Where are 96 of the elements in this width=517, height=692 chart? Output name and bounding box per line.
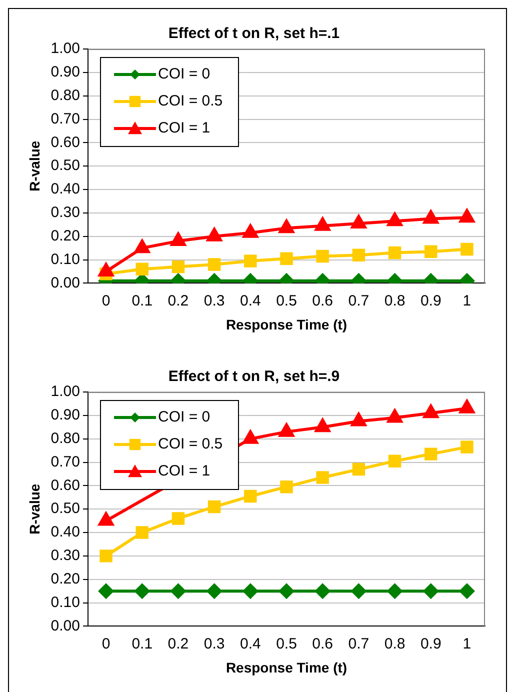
x-tick-label: 0.6	[312, 292, 334, 310]
x-tick-label: 0.2	[168, 292, 189, 310]
y-tick-label: 1.00	[50, 40, 80, 58]
x-tick-label: 0.6	[312, 635, 334, 652]
x-tick-label: 0.1	[132, 635, 153, 652]
point	[386, 211, 404, 226]
legend-label: COI = 0	[158, 66, 210, 83]
point	[350, 583, 367, 600]
point	[242, 428, 260, 444]
point	[352, 462, 366, 476]
point	[460, 440, 474, 454]
y-tick-label: 0.30	[50, 204, 80, 222]
point	[170, 583, 186, 600]
y-tick-label: 0.50	[50, 500, 80, 518]
y-tick-label: 0.40	[50, 180, 80, 198]
y-tick-label: 1.00	[50, 383, 80, 400]
y-tick-label: 0.00	[50, 274, 80, 292]
point	[242, 222, 260, 238]
point	[172, 512, 185, 525]
y-tick-label: 0.60	[50, 476, 80, 494]
point	[278, 583, 294, 600]
point	[316, 471, 329, 484]
point	[388, 454, 402, 468]
legend-label: COI = 1	[158, 462, 210, 480]
point	[458, 583, 475, 600]
point	[242, 583, 258, 600]
point	[350, 411, 368, 426]
point	[278, 218, 296, 234]
point	[244, 490, 257, 503]
x-tick-label: 0	[102, 635, 110, 652]
x-tick-label: 0	[102, 292, 110, 310]
point	[422, 208, 440, 224]
chart-title: Effect of t on R, set h=.9	[168, 368, 340, 386]
point	[98, 583, 114, 600]
point	[100, 550, 112, 562]
point	[133, 238, 151, 254]
y-axis-title: R-value	[26, 484, 42, 534]
x-tick-label: 0.4	[240, 635, 261, 652]
x-tick-label: 0.9	[420, 292, 442, 310]
x-tick-label: 0.4	[240, 292, 261, 310]
x-tick-label: 0.9	[420, 635, 442, 652]
point	[314, 216, 332, 231]
point	[350, 213, 368, 228]
x-tick-label: 0.3	[204, 635, 225, 652]
x-tick-label: 0.1	[132, 292, 153, 310]
y-tick-label: 0.10	[50, 594, 80, 611]
y-tick-label: 0.20	[50, 570, 80, 588]
point	[458, 208, 476, 223]
y-tick-label: 0.70	[50, 453, 80, 470]
point	[314, 583, 331, 600]
x-tick-label: 1	[462, 292, 472, 310]
point	[422, 583, 439, 600]
legend-label: COI = 0.5	[158, 92, 223, 110]
point	[386, 408, 404, 423]
legend-label: COI = 0	[158, 408, 210, 426]
y-tick-label: 0.80	[50, 86, 80, 104]
x-tick-label: 0.7	[348, 635, 370, 652]
point	[206, 583, 222, 600]
x-tick-label: 0.5	[276, 635, 297, 652]
point	[208, 500, 221, 514]
point	[386, 583, 403, 600]
y-tick-label: 0.50	[50, 157, 80, 174]
point	[458, 398, 476, 414]
point	[278, 422, 296, 437]
point	[97, 261, 115, 276]
x-tick-label: 0.7	[348, 292, 370, 310]
point	[314, 417, 332, 432]
point	[424, 448, 438, 460]
y-tick-label: 0.80	[50, 430, 80, 447]
legend-label: COI = 1	[158, 120, 210, 137]
y-tick-label: 0.00	[50, 617, 80, 634]
y-axis-title: R-value	[26, 140, 42, 192]
point	[206, 226, 223, 242]
x-axis-title: Response Time (t)	[226, 659, 348, 676]
x-tick-label: 0.8	[384, 292, 406, 310]
x-tick-label: 1	[462, 635, 472, 652]
y-tick-label: 0.20	[50, 228, 80, 244]
point	[422, 403, 440, 418]
point	[134, 583, 150, 600]
y-tick-label: 0.70	[50, 110, 80, 128]
point	[136, 526, 148, 539]
y-tick-label: 0.90	[50, 64, 80, 81]
legend-label: COI = 0.5	[158, 436, 223, 453]
chart-title: Effect of t on R, set h=.1	[168, 25, 340, 42]
x-axis-title: Response Time (t)	[226, 316, 348, 332]
point	[280, 480, 293, 494]
x-tick-label: 0.3	[204, 292, 225, 310]
y-tick-label: 0.40	[50, 524, 80, 541]
x-tick-label: 0.8	[384, 635, 406, 652]
x-tick-label: 0.2	[168, 635, 189, 652]
y-tick-label: 0.90	[50, 406, 80, 424]
y-tick-label: 0.60	[50, 134, 80, 151]
point	[170, 231, 187, 246]
y-tick-label: 0.10	[50, 250, 80, 268]
y-tick-label: 0.30	[50, 547, 80, 564]
x-tick-label: 0.5	[276, 292, 297, 310]
